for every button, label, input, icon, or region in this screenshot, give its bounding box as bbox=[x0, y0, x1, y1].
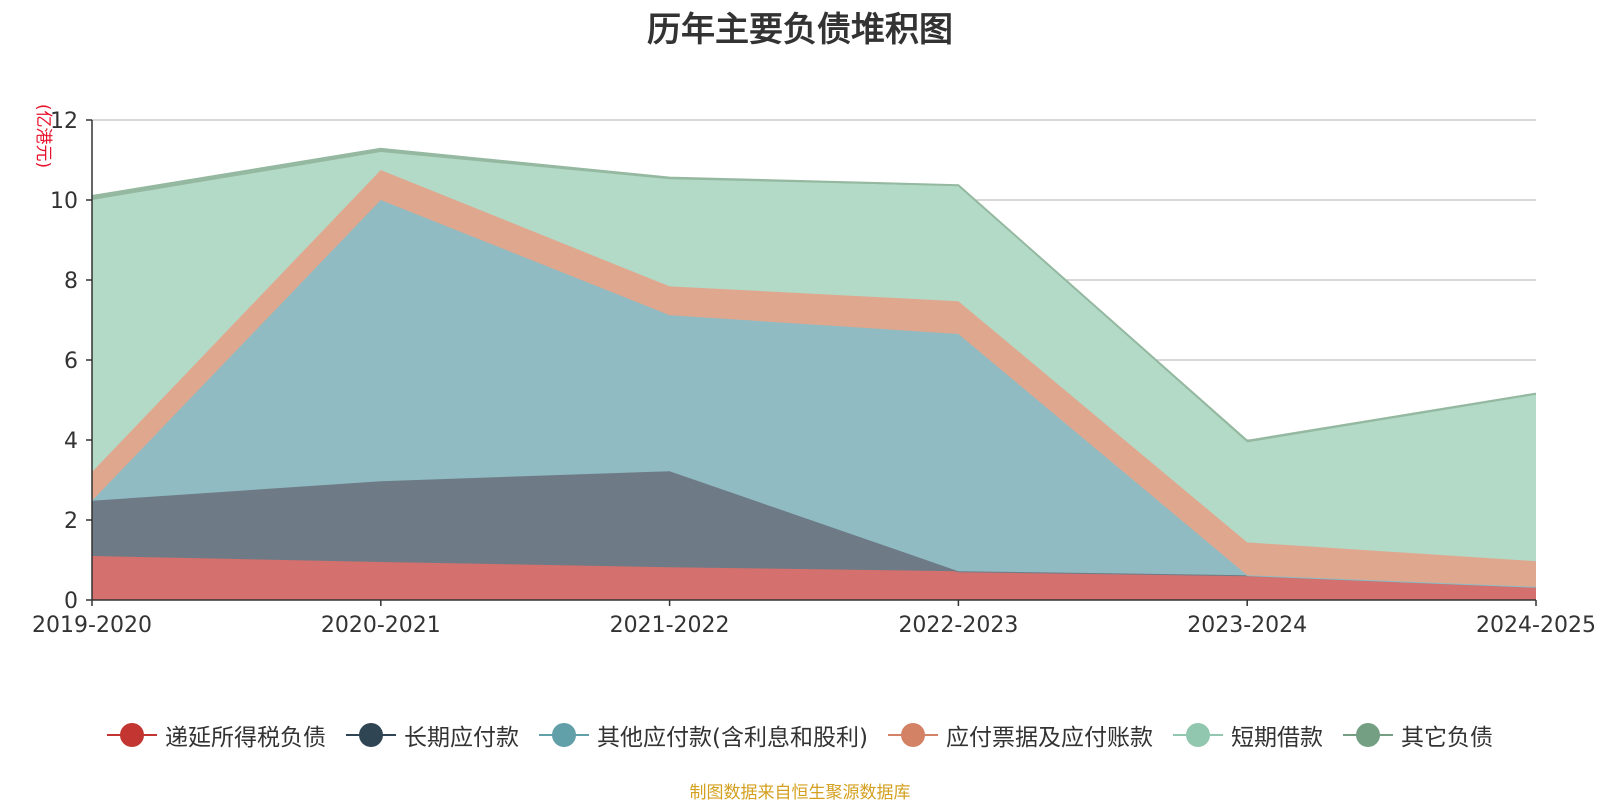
y-axis-label: (亿港元) bbox=[33, 104, 53, 168]
source-note: 制图数据来自恒生聚源数据库 bbox=[689, 783, 911, 803]
legend-label: 其他应付款(含利息和股利) bbox=[597, 725, 868, 751]
series-line-5 bbox=[91, 147, 1537, 442]
series-area-2 bbox=[92, 200, 1536, 587]
y-tick-label: 6 bbox=[64, 349, 78, 374]
legend-item[interactable]: 短期借款 bbox=[1172, 718, 1323, 752]
legend-marker-icon bbox=[346, 723, 397, 747]
legend-item[interactable]: 递延所得税负债 bbox=[107, 718, 326, 752]
axis-layer: 0 2 4 6 8 10 12 2019-2020 2020-2021 2021-2022 2022… bbox=[32, 109, 1596, 638]
chart-title: 历年主要负债堆积图 bbox=[647, 10, 953, 50]
x-tick-label: 2022-2023 bbox=[898, 613, 1018, 638]
series-area-0 bbox=[92, 556, 1536, 600]
series-area-1 bbox=[92, 471, 1536, 587]
y-tick-label: 10 bbox=[50, 189, 78, 214]
legend-label: 短期借款 bbox=[1230, 725, 1323, 751]
legend-label: 应付票据及应付账款 bbox=[945, 725, 1153, 751]
x-tick-label: 2019-2020 bbox=[32, 613, 152, 638]
legend-marker-icon bbox=[539, 723, 590, 747]
x-tick-label: 2021-2022 bbox=[610, 613, 730, 638]
legend-item[interactable]: 长期应付款 bbox=[346, 718, 519, 752]
legend-label: 递延所得税负债 bbox=[165, 725, 327, 751]
legend: 递延所得税负债 长期应付款 其他应付款(含利息和股利) 应付票据及应付账款 短期借款 其它… bbox=[0, 718, 1600, 752]
legend-marker-icon bbox=[887, 723, 938, 747]
x-tick-label: 2023-2024 bbox=[1187, 613, 1307, 638]
legend-item[interactable]: 其它负债 bbox=[1342, 718, 1493, 752]
y-tick-label: 4 bbox=[64, 429, 78, 454]
legend-label: 其它负债 bbox=[1400, 725, 1493, 751]
x-tick-label: 2020-2021 bbox=[321, 613, 441, 638]
legend-item[interactable]: 应付票据及应付账款 bbox=[887, 718, 1153, 752]
y-tick-label: 12 bbox=[50, 109, 78, 134]
legend-marker-icon bbox=[107, 723, 158, 747]
series-area-4 bbox=[92, 152, 1536, 562]
y-tick-label: 0 bbox=[64, 589, 78, 614]
legend-marker-icon bbox=[1172, 723, 1223, 747]
legend-label: 长期应付款 bbox=[404, 725, 520, 751]
legend-item[interactable]: 其他应付款(含利息和股利) bbox=[539, 718, 868, 752]
y-tick-label: 8 bbox=[64, 269, 78, 294]
x-tick-label: 2024-2025 bbox=[1476, 613, 1596, 638]
area-layer bbox=[91, 147, 1537, 600]
y-tick-label: 2 bbox=[64, 509, 78, 534]
legend-marker-icon bbox=[1342, 723, 1393, 747]
